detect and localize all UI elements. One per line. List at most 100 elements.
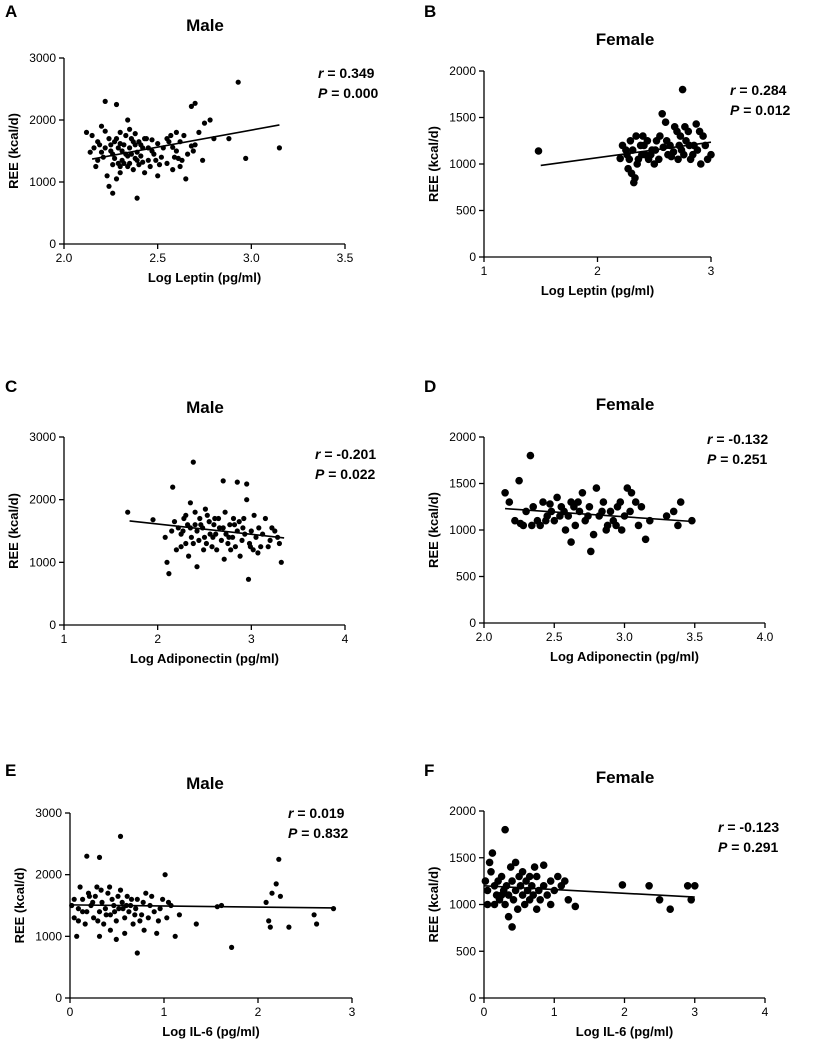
panel-label: E: [5, 761, 16, 780]
data-point: [122, 930, 128, 936]
data-point: [102, 145, 108, 151]
data-point: [228, 547, 234, 553]
data-point: [149, 137, 155, 143]
data-point: [546, 900, 555, 909]
data-point: [125, 163, 131, 170]
data-point: [539, 861, 548, 869]
data-point: [170, 167, 176, 173]
data-point: [286, 924, 292, 930]
data-point: [117, 833, 124, 840]
data-point: [273, 881, 279, 887]
data-point: [102, 906, 108, 912]
data-point: [509, 896, 518, 904]
data-point: [110, 190, 116, 196]
data-point: [96, 909, 103, 915]
x-axis-label: Log Adiponectin (pg/ml): [130, 651, 279, 666]
x-tick-label: 1: [161, 1005, 168, 1019]
data-point: [109, 896, 115, 902]
panel-label: F: [424, 761, 434, 780]
data-point: [193, 921, 199, 927]
data-point: [643, 137, 652, 145]
data-point: [155, 918, 161, 924]
data-point: [134, 896, 140, 902]
data-point: [102, 98, 108, 104]
y-tick-label: 500: [456, 204, 476, 218]
data-point: [222, 509, 228, 515]
data-point: [554, 872, 562, 881]
data-point: [680, 150, 688, 159]
data-point: [550, 886, 559, 895]
x-tick-label: 4: [342, 632, 349, 646]
data-point: [164, 160, 170, 166]
data-point: [661, 118, 670, 126]
data-point: [198, 522, 204, 528]
data-point: [115, 145, 121, 151]
data-point: [127, 126, 133, 132]
data-point: [192, 100, 198, 106]
y-axis-label: REE (kcal/d): [12, 868, 27, 944]
data-point: [550, 516, 559, 525]
data-point: [598, 507, 606, 516]
data-point: [119, 148, 125, 154]
data-point: [115, 160, 121, 166]
data-point: [627, 489, 636, 497]
data-point: [616, 498, 625, 506]
data-point: [638, 150, 646, 159]
data-point: [239, 537, 245, 544]
x-tick-label: 3: [691, 1005, 698, 1019]
data-point: [567, 538, 575, 546]
data-point: [125, 117, 131, 123]
data-point: [571, 521, 580, 530]
data-point: [206, 519, 212, 525]
data-point: [267, 537, 273, 544]
y-axis-label: REE (kcal/d): [426, 867, 441, 943]
data-point: [655, 155, 663, 164]
data-point: [164, 559, 170, 565]
panel-label: B: [424, 2, 436, 21]
data-point: [80, 909, 86, 915]
data-point: [526, 451, 535, 460]
data-point: [529, 503, 537, 511]
data-point: [258, 544, 264, 550]
data-point: [173, 148, 179, 154]
x-axis-label: Log Adiponectin (pg/ml): [550, 649, 699, 664]
data-point: [112, 909, 118, 915]
x-axis-label: Log Leptin (pg/ml): [148, 270, 261, 285]
y-tick-label: 0: [469, 616, 476, 630]
data-point: [168, 132, 174, 139]
data-point: [215, 515, 222, 522]
data-point: [225, 540, 231, 547]
data-point: [624, 164, 632, 173]
data-point: [585, 503, 594, 511]
data-point: [504, 891, 513, 899]
data-point: [528, 521, 536, 530]
data-point: [311, 912, 317, 918]
data-point: [637, 503, 646, 511]
p-annotation: P = 0.022: [315, 466, 376, 482]
data-point: [130, 167, 136, 173]
data-point: [243, 155, 249, 161]
data-point: [98, 149, 105, 155]
data-point: [183, 512, 189, 518]
data-point: [192, 522, 198, 528]
data-point: [639, 132, 647, 140]
data-point: [631, 498, 640, 506]
data-point: [97, 142, 103, 148]
x-tick-label: 3.0: [616, 630, 633, 644]
data-point: [151, 151, 157, 157]
data-point: [134, 195, 140, 201]
data-point: [90, 899, 96, 906]
data-point: [560, 507, 568, 516]
data-point: [571, 902, 580, 911]
data-point: [240, 525, 246, 531]
data-point: [107, 884, 113, 890]
data-point: [483, 886, 492, 895]
data-point: [74, 933, 80, 939]
data-point: [75, 906, 81, 912]
data-point: [106, 136, 112, 142]
data-point: [578, 489, 587, 497]
data-point: [666, 905, 674, 913]
data-point: [618, 141, 627, 150]
data-point: [91, 145, 97, 151]
data-point: [674, 521, 682, 530]
